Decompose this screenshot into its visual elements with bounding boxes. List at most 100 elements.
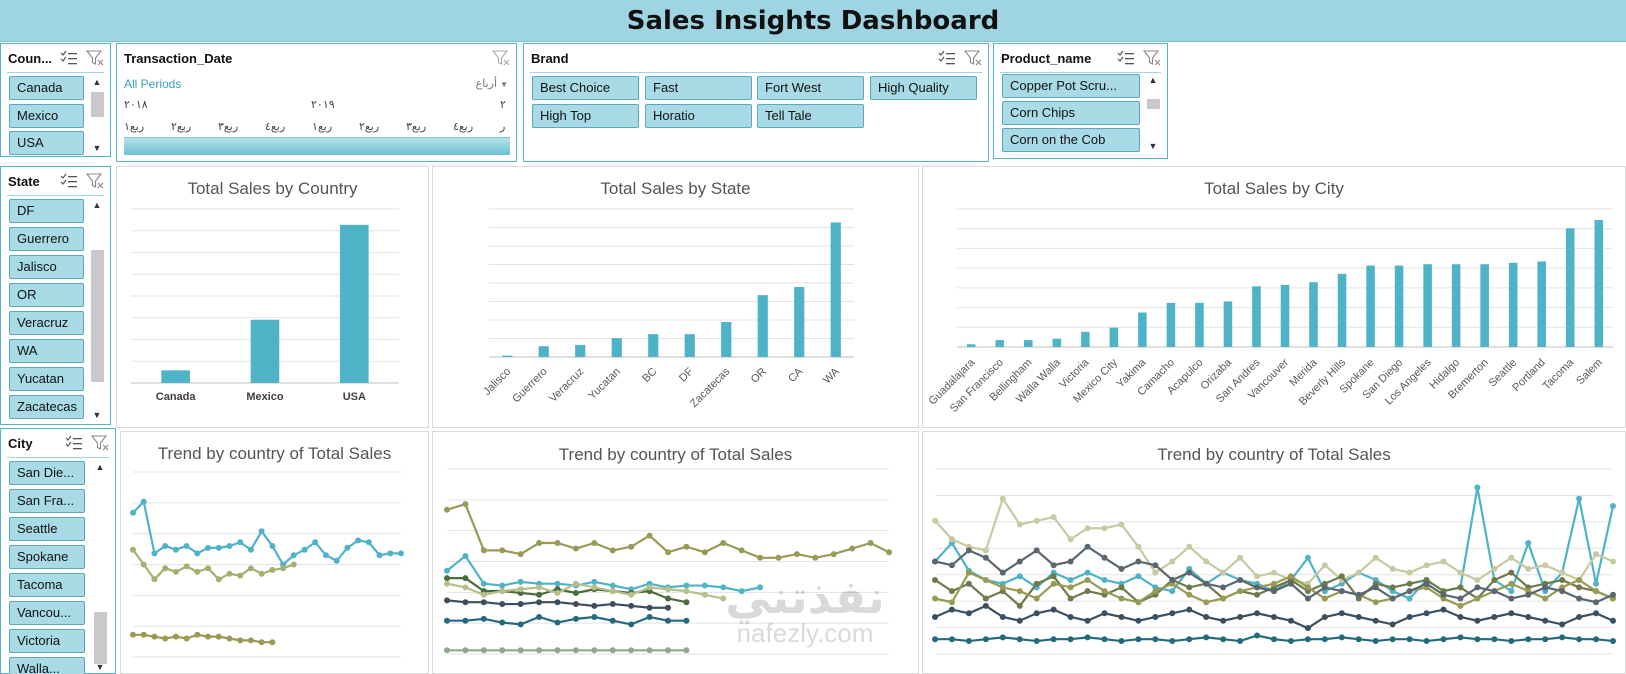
data-point bbox=[1237, 614, 1244, 620]
clear-filter-icon[interactable] bbox=[963, 50, 982, 66]
country-slicer[interactable]: Coun... Canada Mexico USA ▲ ▼ bbox=[0, 43, 111, 157]
slicer-item-guerrero[interactable]: Guerrero bbox=[9, 227, 84, 251]
data-point bbox=[1423, 580, 1430, 587]
multi-select-icon[interactable] bbox=[1117, 50, 1135, 66]
chart-panel-trend-2[interactable]: Trend by country of Total Sales bbox=[432, 431, 919, 674]
brand-slicer[interactable]: Brand Best Choice Fast Fort West High Qu… bbox=[523, 43, 989, 162]
scroll-down-icon[interactable]: ▼ bbox=[95, 662, 105, 672]
slicer-item-best-choice[interactable]: Best Choice bbox=[532, 76, 639, 100]
data-point bbox=[517, 601, 524, 608]
scroll-thumb[interactable] bbox=[1147, 99, 1160, 109]
data-point bbox=[444, 580, 450, 587]
scroll-up-icon[interactable]: ▲ bbox=[95, 462, 105, 472]
slicer-item-horatio[interactable]: Horatio bbox=[645, 104, 752, 128]
slicer-item-tell-tale[interactable]: Tell Tale bbox=[757, 104, 864, 128]
timeline-quarter-label: ربع٤ bbox=[265, 121, 286, 133]
slicer-scrollbar[interactable]: ▲ ▼ bbox=[93, 462, 107, 672]
data-point bbox=[462, 617, 469, 624]
slicer-item-high-top[interactable]: High Top bbox=[532, 104, 639, 128]
slicer-item-copper-pot-scrubber[interactable]: Copper Pot Scru... bbox=[1002, 74, 1140, 98]
chart-panel-country[interactable]: Total Sales by Country Canada Mexico USA bbox=[116, 166, 429, 428]
data-point bbox=[1389, 595, 1396, 602]
slicer-item-canada[interactable]: Canada bbox=[9, 76, 84, 100]
data-point bbox=[1067, 577, 1074, 583]
clear-filter-icon[interactable] bbox=[85, 173, 104, 189]
bar bbox=[1337, 273, 1347, 347]
timeline-quarter-label: ربع٢ bbox=[359, 121, 380, 133]
data-point bbox=[1271, 588, 1277, 595]
data-point bbox=[215, 576, 222, 583]
slicer-item-df[interactable]: DF bbox=[9, 199, 84, 223]
slicer-item-vancouver[interactable]: Vancou... bbox=[9, 601, 85, 625]
scroll-down-icon[interactable]: ▼ bbox=[1148, 141, 1158, 151]
multi-select-icon[interactable] bbox=[65, 435, 83, 451]
data-point bbox=[517, 586, 524, 593]
slicer-item-san-francisco[interactable]: San Fra... bbox=[9, 489, 85, 513]
state-slicer[interactable]: State DF Guerrero Jalisco OR Veracruz WA… bbox=[0, 166, 111, 425]
scroll-thumb[interactable] bbox=[91, 250, 104, 382]
slicer-item-spokane[interactable]: Spokane bbox=[9, 545, 85, 569]
data-point bbox=[1287, 573, 1294, 580]
data-point bbox=[480, 615, 487, 622]
slicer-item-jalisco[interactable]: Jalisco bbox=[9, 255, 84, 279]
city-slicer[interactable]: City San Die... San Fra... Seattle Spoka… bbox=[0, 428, 116, 674]
product-name-slicer[interactable]: Product_name Copper Pot Scru... Corn Chi… bbox=[993, 43, 1168, 159]
slicer-item-seattle[interactable]: Seattle bbox=[9, 517, 85, 541]
slicer-item-fast[interactable]: Fast bbox=[645, 76, 752, 100]
slicer-item-corn-on-the-cob[interactable]: Corn on the Cob bbox=[1002, 128, 1140, 152]
scroll-up-icon[interactable]: ▲ bbox=[1148, 75, 1158, 85]
scroll-down-icon[interactable]: ▼ bbox=[92, 410, 102, 420]
slicer-item-or[interactable]: OR bbox=[9, 283, 84, 307]
data-point bbox=[554, 589, 561, 596]
slicer-item-tacoma[interactable]: Tacoma bbox=[9, 573, 85, 597]
chart-panel-trend-1[interactable]: Trend by country of Total Sales bbox=[120, 431, 429, 674]
slicer-item-corn-chips[interactable]: Corn Chips bbox=[1002, 101, 1140, 125]
scroll-thumb[interactable] bbox=[91, 92, 104, 117]
clear-filter-icon[interactable] bbox=[90, 435, 109, 451]
data-point bbox=[1610, 558, 1616, 565]
chart-panel-city[interactable]: Total Sales by City Guadalajara San Franc… bbox=[922, 166, 1626, 428]
slicer-item-usa[interactable]: USA bbox=[9, 131, 84, 155]
multi-select-icon[interactable] bbox=[938, 50, 956, 66]
data-point bbox=[1203, 614, 1210, 620]
bar bbox=[538, 346, 549, 357]
clear-filter-icon[interactable] bbox=[491, 50, 510, 66]
chart-title: Total Sales by City bbox=[1204, 179, 1344, 198]
data-point bbox=[1033, 547, 1040, 554]
slicer-item-san-diego[interactable]: San Die... bbox=[9, 461, 85, 485]
data-point bbox=[1423, 610, 1430, 617]
slicer-scrollbar[interactable]: ▲ ▼ bbox=[90, 77, 104, 155]
slicer-item-yucatan[interactable]: Yucatan bbox=[9, 367, 84, 391]
scroll-down-icon[interactable]: ▼ bbox=[92, 143, 102, 153]
data-point bbox=[1169, 577, 1176, 583]
scroll-thumb[interactable] bbox=[94, 612, 107, 664]
scroll-up-icon[interactable]: ▲ bbox=[92, 200, 102, 210]
data-point bbox=[1559, 569, 1566, 576]
data-point bbox=[1542, 595, 1549, 602]
multi-select-icon[interactable] bbox=[60, 173, 78, 189]
data-point bbox=[226, 635, 233, 642]
slicer-item-high-quality[interactable]: High Quality bbox=[870, 76, 977, 100]
data-point bbox=[444, 506, 450, 513]
slicer-item-wa[interactable]: WA bbox=[9, 339, 84, 363]
slicer-item-veracruz[interactable]: Veracruz bbox=[9, 311, 84, 335]
clear-filter-icon[interactable] bbox=[85, 50, 104, 66]
transaction-date-timeline[interactable]: Transaction_Date All Periods أرباع ▼ ٢٠١… bbox=[116, 43, 517, 162]
slicer-scrollbar[interactable]: ▲ ▼ bbox=[1146, 75, 1160, 153]
slicer-item-mexico[interactable]: Mexico bbox=[9, 104, 84, 128]
data-point bbox=[775, 554, 782, 561]
timeline-year-label: ٢٠١٩ bbox=[311, 99, 335, 111]
scroll-up-icon[interactable]: ▲ bbox=[92, 77, 102, 87]
time-level-dropdown[interactable]: أرباع ▼ bbox=[476, 77, 508, 90]
chart-panel-trend-3[interactable]: Trend by country of Total Sales bbox=[922, 431, 1626, 674]
chart-panel-state[interactable]: Total Sales by State Jalisco Guerrero Vera… bbox=[432, 166, 919, 428]
slicer-item-walla-walla[interactable]: Walla... bbox=[9, 657, 85, 674]
clear-filter-icon[interactable] bbox=[1142, 50, 1161, 66]
slicer-scrollbar[interactable]: ▲ ▼ bbox=[90, 200, 104, 422]
multi-select-icon[interactable] bbox=[60, 50, 78, 66]
timeline-selection-bar[interactable] bbox=[124, 137, 510, 155]
slicer-item-victoria[interactable]: Victoria bbox=[9, 629, 85, 653]
slicer-item-fort-west[interactable]: Fort West bbox=[757, 76, 864, 100]
slicer-item-zacatecas[interactable]: Zacatecas bbox=[9, 395, 84, 419]
data-point bbox=[609, 547, 616, 554]
